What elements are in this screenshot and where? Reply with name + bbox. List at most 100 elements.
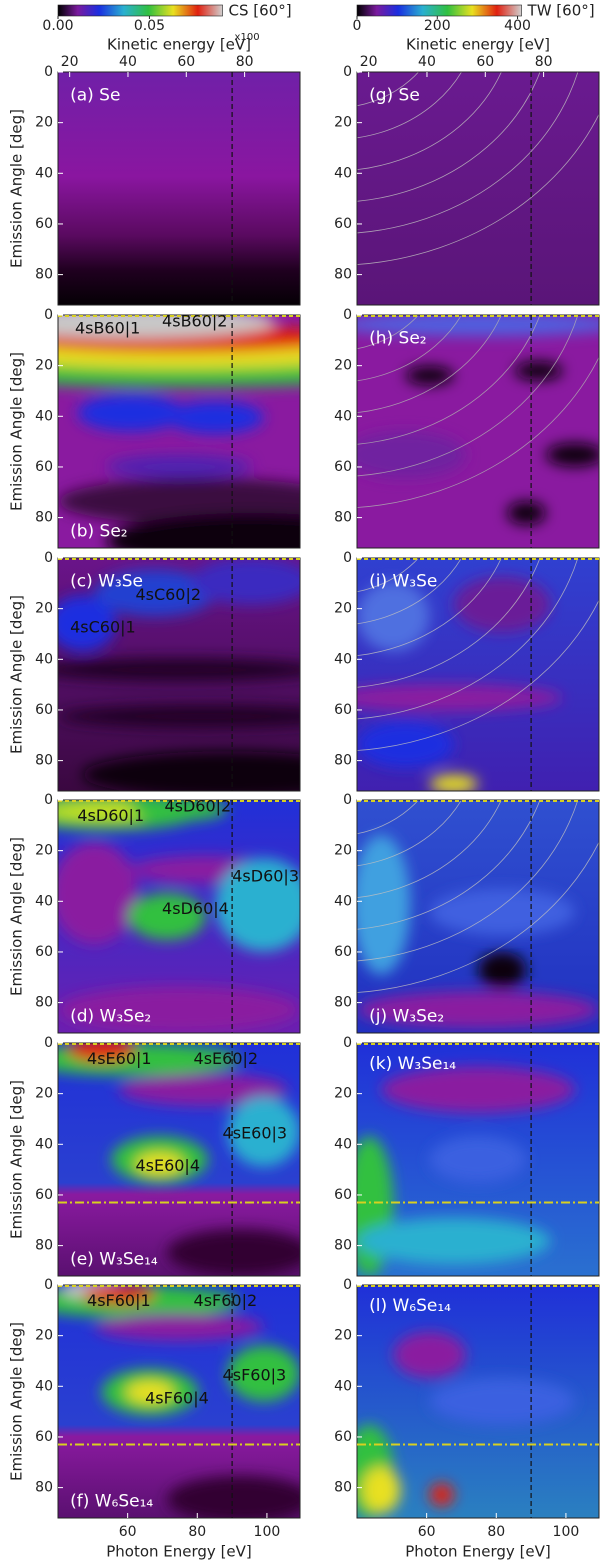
- panel: [58, 72, 300, 305]
- panel-label: (e) W₃Se₁₄: [70, 1250, 158, 1270]
- y-tick-label: 80: [334, 1480, 352, 1496]
- panel: [58, 558, 300, 791]
- x2-tick-label: 20: [360, 54, 378, 70]
- y-tick-label: 60: [334, 944, 352, 960]
- x-tick-label: 80: [188, 1524, 206, 1540]
- map-feature: [381, 1066, 575, 1113]
- panel-background: [357, 72, 599, 305]
- map-feature: [429, 1483, 454, 1507]
- x-tick-label: 60: [418, 1524, 436, 1540]
- colorbar-scale-note: x100: [235, 32, 260, 43]
- y-tick-label: 0: [343, 1035, 352, 1051]
- y-tick-label: 60: [334, 1187, 352, 1203]
- colorbar-label: CS [60°]: [229, 2, 292, 20]
- map-feature: [227, 1345, 300, 1402]
- panel-label: (f) W₆Se₁₄: [70, 1492, 153, 1512]
- y-tick-label: 20: [35, 601, 53, 617]
- map-feature: [357, 581, 430, 652]
- panel-label: (i) W₃Se: [369, 571, 437, 591]
- y-tick-label: 40: [334, 1378, 352, 1394]
- map-feature: [82, 751, 300, 791]
- annotation: 4sD60|3: [232, 866, 299, 885]
- colorbar-tick-label: 0.05: [134, 18, 165, 34]
- colorbar-tick-label: 0: [353, 18, 362, 34]
- colorbar: [57, 4, 223, 17]
- y-tick-label: 60: [334, 459, 352, 475]
- map-feature: [128, 893, 206, 940]
- y-tick-label: 0: [44, 1035, 53, 1051]
- panel-background: [58, 72, 300, 305]
- y-tick-label: 20: [35, 1328, 53, 1344]
- map-features: [357, 315, 599, 525]
- x2-tick-label: 80: [236, 54, 254, 70]
- panel-label: (g) Se: [369, 85, 420, 105]
- annotation: 4sE60|3: [223, 1123, 288, 1142]
- y-tick-label: 20: [35, 115, 53, 131]
- y-tick-label: 80: [35, 753, 53, 769]
- map-feature: [125, 1380, 175, 1404]
- y-tick-label: 0: [343, 1277, 352, 1293]
- map-feature: [357, 1217, 551, 1265]
- map-feature: [357, 991, 599, 1029]
- y-tick-label: 60: [35, 1429, 53, 1445]
- panel-frame: [57, 71, 301, 306]
- colorbar-tick-label: 0.00: [42, 18, 73, 34]
- map-feature: [405, 366, 454, 385]
- annotation: 4sF60|4: [145, 1389, 209, 1408]
- y-tick-label: 40: [334, 893, 352, 909]
- map-feature: [118, 1073, 288, 1106]
- y-tick-label: 20: [334, 358, 352, 374]
- x2-axis-label: Kinetic energy [eV]: [107, 36, 251, 54]
- y-tick-label: 0: [44, 1277, 53, 1293]
- x-axis-label: Photon Energy [eV]: [106, 1543, 252, 1561]
- annotation: 4sB60|1: [75, 318, 140, 337]
- y-tick-label: 80: [35, 995, 53, 1011]
- map-feature: [357, 683, 563, 712]
- map-feature: [106, 454, 252, 479]
- map-feature: [429, 888, 575, 936]
- y-axis-label: Emission Angle [deg]: [8, 109, 26, 268]
- y-tick-label: 0: [343, 64, 352, 80]
- map-feature: [429, 1378, 575, 1425]
- map-features: [357, 1066, 575, 1276]
- map-feature: [429, 774, 478, 791]
- y-tick-label: 80: [334, 995, 352, 1011]
- map-feature: [77, 394, 184, 432]
- map-feature: [94, 1312, 264, 1341]
- map-feature: [67, 1043, 136, 1062]
- annotation: 4sD60|4: [162, 899, 229, 918]
- panel-label: (k) W₃Se₁₄: [369, 1054, 456, 1074]
- panel-label: (j) W₃Se₂: [369, 1007, 444, 1027]
- annotation: 4sC60|2: [135, 585, 201, 604]
- map-feature: [393, 1331, 466, 1379]
- map-feature: [357, 315, 599, 336]
- panel: [357, 315, 599, 548]
- x-tick-label: 100: [553, 1524, 580, 1540]
- y-tick-label: 0: [44, 792, 53, 808]
- panel: [357, 1043, 599, 1276]
- map-feature: [357, 834, 411, 975]
- annotation: 4sB60|2: [162, 311, 227, 330]
- map-features: [58, 1043, 300, 1276]
- colorbar-tick-label: 400: [504, 18, 531, 34]
- y-tick-label: 60: [334, 702, 352, 718]
- map-feature: [58, 841, 138, 945]
- map-feature: [58, 704, 300, 729]
- y-axis-label: Emission Angle [deg]: [8, 837, 26, 996]
- panel: [357, 558, 599, 791]
- x2-tick-label: 60: [177, 54, 195, 70]
- map-feature: [166, 1229, 300, 1276]
- panel-label: (d) W₃Se₂: [70, 1007, 151, 1027]
- panel-label: (b) Se₂: [70, 522, 128, 542]
- y-tick-label: 20: [35, 1086, 53, 1102]
- map-features: [357, 576, 563, 791]
- panel: [58, 1043, 300, 1276]
- y-tick-label: 40: [35, 1136, 53, 1152]
- y-tick-label: 60: [35, 459, 53, 475]
- annotation: 4sE60|2: [194, 1049, 259, 1068]
- map-feature: [361, 1466, 401, 1514]
- colorbar-tick-label: 200: [424, 18, 451, 34]
- y-tick-label: 80: [334, 510, 352, 526]
- annotation: 4sF60|2: [194, 1291, 258, 1310]
- annotation: 4sC60|1: [70, 617, 136, 636]
